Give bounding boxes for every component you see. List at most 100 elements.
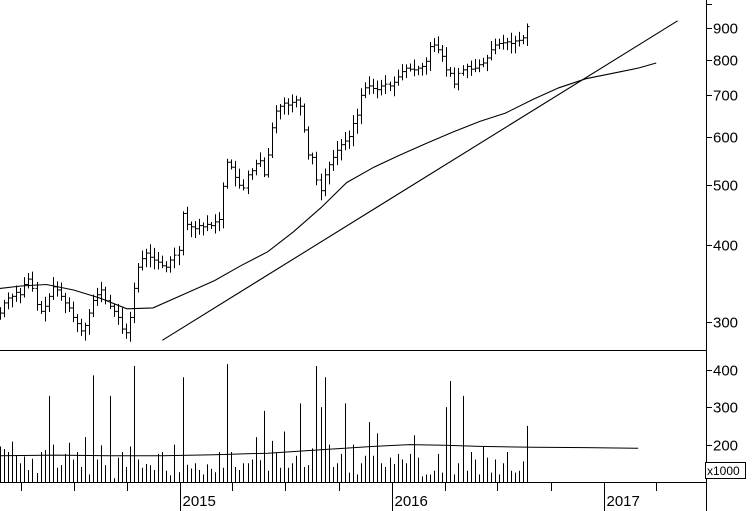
price-moving-average <box>0 62 657 310</box>
price-bar <box>509 32 514 54</box>
price-bar <box>47 293 52 313</box>
price-bar <box>331 150 336 171</box>
price-bars <box>0 23 530 342</box>
price-bar <box>75 314 80 333</box>
price-bar <box>262 157 267 177</box>
price-bar <box>327 161 332 185</box>
price-bar <box>116 303 121 325</box>
price-bar <box>43 296 48 322</box>
price-bar <box>193 221 198 239</box>
volume-moving-average <box>0 444 639 457</box>
price-bar <box>392 76 397 97</box>
price-bar <box>26 273 31 289</box>
price-bar <box>254 159 259 176</box>
price-bar <box>286 98 291 115</box>
price-bar <box>461 65 466 76</box>
price-bar <box>14 285 19 302</box>
price-bar <box>152 247 157 270</box>
price-bar <box>10 293 15 308</box>
price-bar <box>306 126 311 160</box>
price-bar <box>217 212 222 232</box>
price-bar <box>343 131 348 151</box>
price-bar <box>388 81 393 92</box>
price-bar <box>525 23 530 46</box>
price-bar <box>396 69 401 86</box>
price-bar <box>59 282 64 301</box>
price-bar <box>359 88 364 125</box>
price-bar <box>87 309 92 335</box>
price-bar <box>282 97 287 115</box>
price-bar <box>473 58 478 73</box>
price-bar <box>241 179 246 191</box>
price-bar <box>71 301 76 323</box>
price-bar <box>136 263 141 293</box>
price-bar <box>371 78 376 94</box>
price-bar <box>0 307 3 320</box>
price-bar <box>55 281 60 297</box>
price-bar <box>521 35 526 45</box>
price-bar <box>489 40 494 61</box>
price-bar <box>375 80 380 99</box>
price-bar <box>440 44 445 62</box>
price-bar <box>310 152 315 165</box>
price-bar <box>323 168 328 197</box>
price-bar <box>103 286 108 305</box>
price-bar <box>432 38 437 52</box>
price-bar <box>298 97 303 116</box>
price-bar <box>513 35 518 54</box>
price-bar <box>201 222 206 236</box>
price-axis: 300 400 500 600 700 800 900 <box>706 4 738 332</box>
price-bar <box>22 277 27 298</box>
price-bar <box>428 42 433 71</box>
price-bar <box>221 182 226 229</box>
price-bar <box>258 152 263 167</box>
price-bar <box>205 215 210 232</box>
price-bar <box>181 211 186 256</box>
price-bar <box>339 138 344 161</box>
volume-tick-label: 200 <box>713 438 738 455</box>
trend-line <box>162 20 678 341</box>
price-bar <box>39 301 44 314</box>
price-bar <box>160 255 165 269</box>
volume-axis: 200 300 400 <box>706 363 738 455</box>
price-bar <box>128 311 133 342</box>
price-bar <box>168 256 173 273</box>
price-tick-label: 500 <box>713 178 738 195</box>
volume-bars <box>0 364 528 482</box>
price-bar <box>164 261 169 273</box>
year-label: 2015 <box>183 493 216 510</box>
price-bar <box>185 206 190 231</box>
price-tick-label: 600 <box>713 130 738 147</box>
price-bar <box>209 222 214 230</box>
price-bar <box>18 287 23 304</box>
price-bar <box>351 115 356 147</box>
price-bar <box>477 59 482 73</box>
price-bar <box>229 159 234 170</box>
price-bar <box>172 247 177 269</box>
price-bar <box>79 318 84 336</box>
price-bar <box>132 282 137 324</box>
price-bar <box>83 322 88 341</box>
price-bar <box>497 38 502 50</box>
price-bar <box>355 108 360 134</box>
price-bar <box>63 292 68 314</box>
price-tick-label: 900 <box>713 21 738 38</box>
volume-panel <box>0 364 639 482</box>
price-bar <box>270 122 275 159</box>
price-bar <box>177 246 182 266</box>
price-bar <box>2 299 7 318</box>
price-bar <box>314 151 319 186</box>
price-bar <box>91 294 96 318</box>
price-bar <box>444 47 449 77</box>
price-bar <box>347 130 352 149</box>
price-bar <box>400 64 405 81</box>
price-bar <box>469 60 474 76</box>
price-bar <box>112 303 117 317</box>
price-bar <box>412 59 417 77</box>
price-lines <box>0 20 678 341</box>
price-bar <box>197 218 202 235</box>
price-bar <box>246 170 251 195</box>
price-bar <box>379 79 384 96</box>
price-tick-label: 800 <box>713 53 738 70</box>
